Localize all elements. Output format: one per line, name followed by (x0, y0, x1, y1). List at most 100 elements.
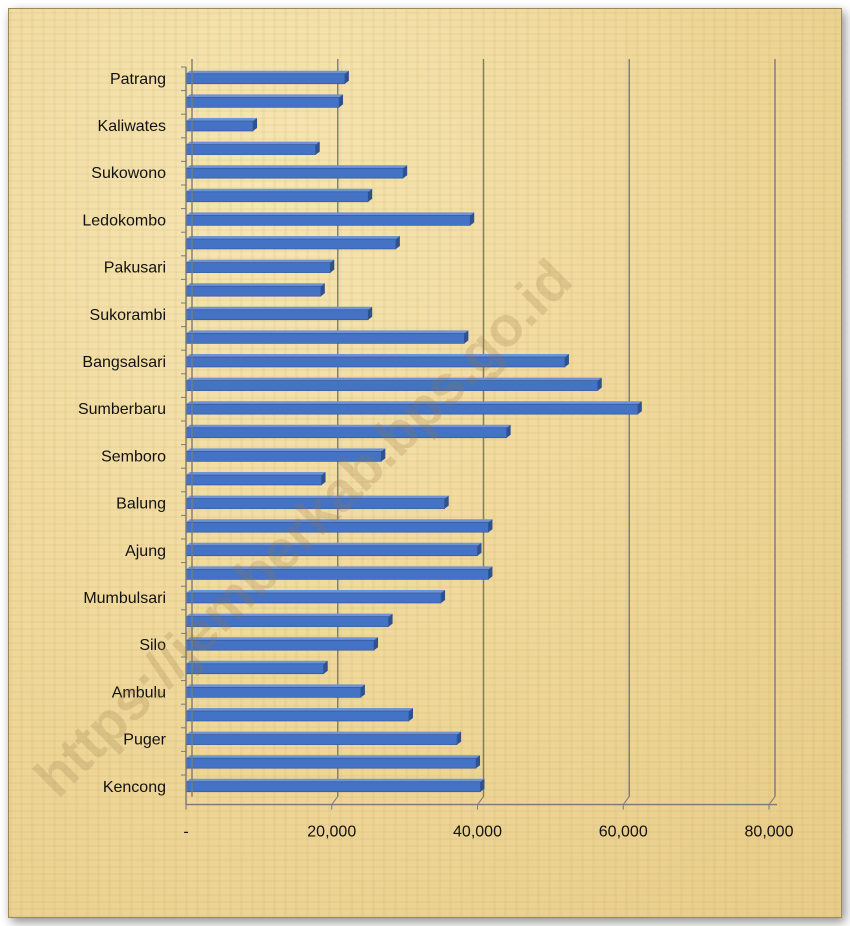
bar (185, 380, 599, 391)
bar-top (186, 519, 493, 523)
category-label: Sukowono (91, 165, 166, 182)
bar-end (477, 542, 482, 556)
bar-end (470, 212, 475, 226)
bar-top (186, 401, 642, 405)
x-tick-label: - (183, 824, 188, 841)
bar-top (186, 94, 344, 98)
bar-end (597, 377, 602, 391)
bar (185, 734, 458, 745)
x-tick-label: 20,000 (307, 824, 356, 841)
category-label: Puger (123, 732, 166, 749)
bar-end (476, 755, 481, 769)
bar-top (186, 660, 328, 664)
gridline-foot (477, 796, 484, 805)
bar-top (186, 448, 386, 452)
bar (185, 639, 375, 651)
bar-top (186, 613, 393, 617)
bar-top (186, 590, 446, 593)
category-label: Mumbulsari (83, 590, 166, 607)
category-label: Patrang (110, 71, 166, 88)
bar-end (374, 637, 379, 651)
bar-end (488, 566, 493, 580)
bar-top (186, 70, 349, 74)
bar-end (315, 141, 320, 155)
bar (185, 97, 340, 108)
bar-end (464, 330, 469, 344)
bar-top (186, 283, 325, 287)
bar-top (186, 141, 320, 145)
bar-end (360, 684, 365, 698)
bar-end (457, 731, 462, 745)
bar-top (186, 684, 365, 688)
bar (185, 616, 389, 627)
bar-top (186, 259, 335, 263)
bar-top (186, 354, 569, 357)
bar (185, 238, 397, 250)
bar (185, 191, 369, 203)
bar (185, 333, 465, 344)
bar-end (506, 424, 511, 438)
bar-end (339, 94, 344, 108)
bars (185, 70, 642, 793)
category-label: Kencong (103, 779, 166, 796)
gridline-foot (768, 796, 776, 805)
bar (185, 144, 317, 155)
bar-end (344, 70, 349, 84)
bar-end (637, 401, 642, 415)
bar-end (320, 283, 325, 297)
bar (185, 215, 471, 226)
bar-end (564, 354, 569, 367)
bar-end (403, 165, 408, 179)
bar-end (323, 660, 328, 674)
bar (185, 474, 322, 486)
x-tick-label: 60,000 (599, 824, 648, 841)
bar-end (480, 778, 485, 792)
bar (185, 498, 446, 509)
gridline-foot (622, 796, 630, 805)
bar-top (186, 708, 413, 711)
category-label: Bangsalsari (82, 354, 166, 371)
bar (185, 521, 489, 533)
bar-top (186, 377, 602, 381)
chart-frame: Patrang Kaliwates Sukowono Ledokombo Pakusar… (8, 8, 842, 918)
bar (185, 757, 477, 769)
axes (181, 59, 777, 810)
bar-top (186, 472, 326, 475)
category-labels: Patrang Kaliwates Sukowono Ledokombo Pakusar… (78, 71, 167, 796)
bar (185, 545, 478, 557)
category-label: Ajung (125, 543, 166, 560)
bar-end (388, 613, 393, 627)
bar (185, 592, 442, 604)
category-label: Ledokombo (82, 212, 166, 229)
bar-top (186, 495, 449, 499)
bar-end (368, 306, 373, 320)
bar-top (186, 165, 408, 169)
category-label: Balung (116, 496, 166, 513)
bar-end (368, 188, 373, 202)
bar-top (186, 778, 485, 782)
bar-end (253, 118, 258, 131)
bar-chart: Patrang Kaliwates Sukowono Ledokombo Pakusar… (78, 59, 794, 841)
category-label: Semboro (101, 448, 166, 465)
x-tick-label: 40,000 (453, 824, 502, 841)
category-label: Pakusari (104, 260, 166, 277)
bar (185, 451, 382, 462)
category-label: Silo (139, 637, 166, 654)
bar (185, 309, 369, 321)
bar-end (381, 448, 386, 462)
bar-end (488, 519, 493, 533)
bar-end (395, 236, 400, 249)
bar (185, 427, 507, 439)
bar-top (186, 755, 481, 759)
bar-top (186, 212, 475, 216)
bar-end (441, 590, 446, 603)
bar-end (330, 259, 335, 273)
category-label: Ambulu (112, 684, 166, 701)
bar-top (186, 424, 511, 428)
bar (185, 73, 346, 85)
bar-top (186, 566, 493, 570)
bar-top (186, 637, 379, 641)
bar-top (186, 118, 258, 121)
x-tick-label: 80,000 (745, 824, 794, 841)
bar-top (186, 306, 373, 310)
